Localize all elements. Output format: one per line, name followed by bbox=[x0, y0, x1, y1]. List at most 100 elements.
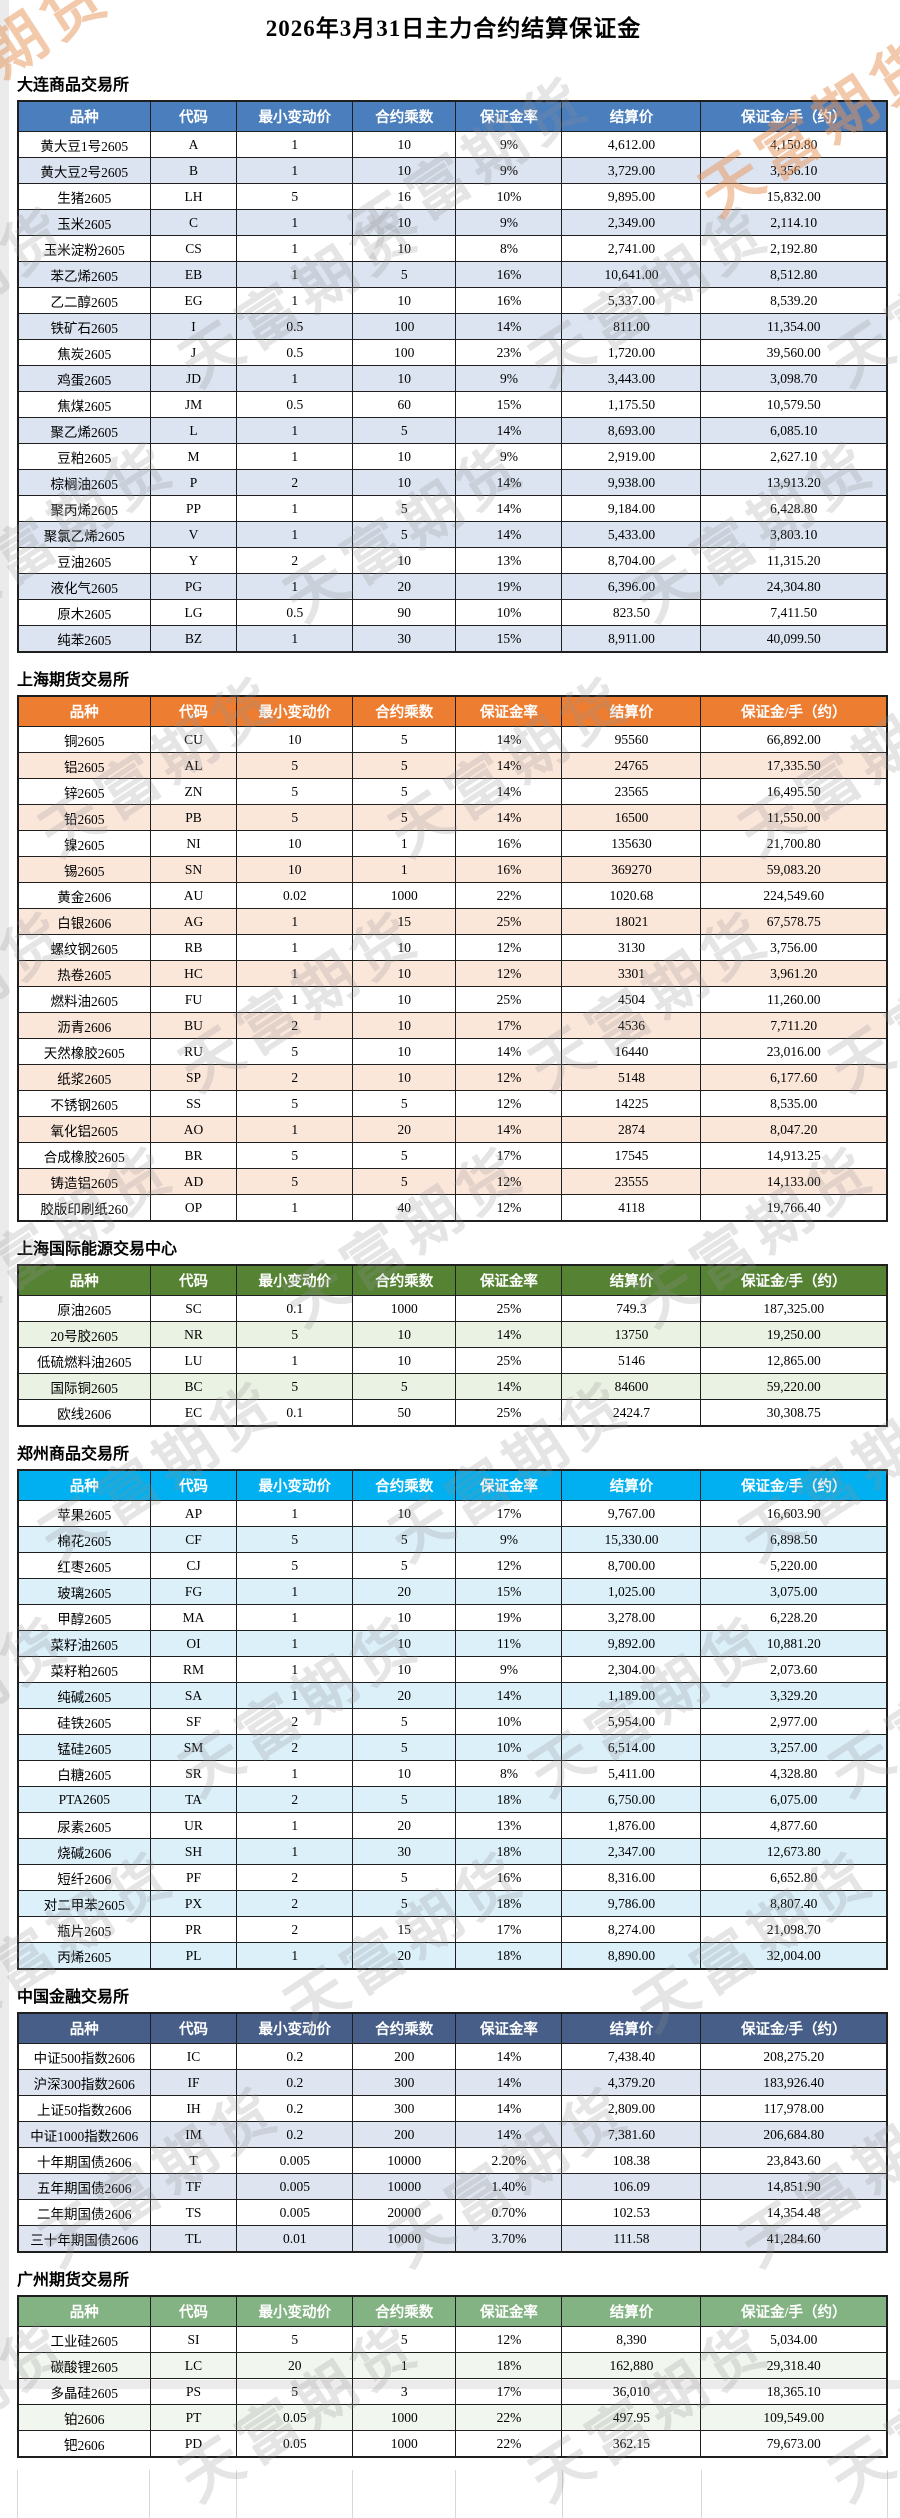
cell-variety: 燃料油2605 bbox=[17, 986, 151, 1013]
cell-min_tick: 1 bbox=[236, 1578, 354, 1605]
cell-variety: 甲醇2605 bbox=[17, 1604, 151, 1631]
column-header-margin_rate: 保证金率 bbox=[455, 695, 563, 727]
cell-variety: 菜籽油2605 bbox=[17, 1630, 151, 1657]
cell-margin_rate: 25% bbox=[455, 1399, 563, 1427]
cell-code: PR bbox=[149, 1916, 238, 1943]
cell-variety: 工业硅2605 bbox=[17, 2326, 151, 2353]
cell-margin_rate: 10% bbox=[455, 1708, 563, 1735]
cell-multiplier: 10 bbox=[352, 1656, 457, 1683]
cell-code: IM bbox=[149, 2121, 238, 2148]
cell-multiplier: 16 bbox=[352, 183, 457, 210]
cell-settlement_price: 14225 bbox=[561, 1090, 702, 1117]
cell-variety: 液化气2605 bbox=[17, 573, 151, 600]
cell-code: C bbox=[149, 209, 238, 236]
cell-code: PP bbox=[149, 495, 238, 522]
table-row: 棕榈油2605 P 2 10 14% 9,938.00 13,913.20 bbox=[17, 469, 888, 496]
cell-margin_per_lot: 13,913.20 bbox=[700, 469, 888, 496]
cell-variety: 镍2605 bbox=[17, 830, 151, 857]
column-header-min_tick: 最小变动价 bbox=[236, 695, 354, 727]
cell-multiplier: 1 bbox=[352, 830, 457, 857]
cell-settlement_price: 9,895.00 bbox=[561, 183, 702, 210]
cell-min_tick: 1 bbox=[236, 1942, 354, 1970]
cell-multiplier: 5 bbox=[352, 1864, 457, 1891]
cell-margin_per_lot: 183,926.40 bbox=[700, 2069, 888, 2096]
cell-margin_per_lot: 21,098.70 bbox=[700, 1916, 888, 1943]
cell-code: PG bbox=[149, 573, 238, 600]
cell-multiplier: 10 bbox=[352, 1604, 457, 1631]
cell-variety: 苹果2605 bbox=[17, 1500, 151, 1527]
cell-multiplier: 10 bbox=[352, 287, 457, 314]
table-row: 铁矿石2605 I 0.5 100 14% 811.00 11,354.00 bbox=[17, 313, 888, 340]
cell-multiplier: 300 bbox=[352, 2095, 457, 2122]
cell-margin_rate: 16% bbox=[455, 856, 563, 883]
cell-min_tick: 5 bbox=[236, 183, 354, 210]
cell-margin_per_lot: 10,579.50 bbox=[700, 391, 888, 418]
sheet-content: 2026年3月31日主力合约结算保证金 大连商品交易所 品种 代码 最小变动价 合约乘… bbox=[9, 0, 898, 2518]
cell-multiplier: 50 bbox=[352, 1399, 457, 1427]
cell-settlement_price: 8,704.00 bbox=[561, 547, 702, 574]
column-header-settlement_price: 结算价 bbox=[561, 2295, 702, 2327]
cell-min_tick: 20 bbox=[236, 2352, 354, 2379]
cell-margin_rate: 17% bbox=[455, 2378, 563, 2405]
cell-multiplier: 10 bbox=[352, 131, 457, 158]
column-header-variety: 品种 bbox=[17, 2012, 151, 2044]
table-row: 瓶片2605 PR 2 15 17% 8,274.00 21,098.70 bbox=[17, 1916, 888, 1943]
cell-margin_rate: 12% bbox=[455, 960, 563, 987]
cell-code: TF bbox=[149, 2173, 238, 2200]
column-header-margin_per_lot: 保证金/手（约） bbox=[700, 2295, 888, 2327]
cell-min_tick: 0.005 bbox=[236, 2173, 354, 2200]
cell-margin_rate: 9% bbox=[455, 443, 563, 470]
cell-margin_rate: 22% bbox=[455, 2430, 563, 2458]
cell-margin_per_lot: 24,304.80 bbox=[700, 573, 888, 600]
cell-margin_per_lot: 59,083.20 bbox=[700, 856, 888, 883]
table-row: 硅铁2605 SF 2 5 10% 5,954.00 2,977.00 bbox=[17, 1708, 888, 1735]
cell-variety: 玉米淀粉2605 bbox=[17, 235, 151, 262]
cell-settlement_price: 9,892.00 bbox=[561, 1630, 702, 1657]
cell-margin_per_lot: 2,073.60 bbox=[700, 1656, 888, 1683]
cell-multiplier: 100 bbox=[352, 313, 457, 340]
table-row: 生猪2605 LH 5 16 10% 9,895.00 15,832.00 bbox=[17, 183, 888, 210]
cell-min_tick: 1 bbox=[236, 521, 354, 548]
cell-multiplier: 5 bbox=[352, 1890, 457, 1917]
cell-margin_per_lot: 3,961.20 bbox=[700, 960, 888, 987]
cell-min_tick: 1 bbox=[236, 573, 354, 600]
cell-variety: 棕榈油2605 bbox=[17, 469, 151, 496]
table-row: 玉米淀粉2605 CS 1 10 8% 2,741.00 2,192.80 bbox=[17, 235, 888, 262]
cell-code: AU bbox=[149, 882, 238, 909]
empty-cell bbox=[149, 2470, 238, 2518]
cell-variety: 原油2605 bbox=[17, 1295, 151, 1322]
cell-margin_per_lot: 29,318.40 bbox=[700, 2352, 888, 2379]
cell-settlement_price: 9,938.00 bbox=[561, 469, 702, 496]
cell-code: JD bbox=[149, 365, 238, 392]
cell-margin_rate: 2.20% bbox=[455, 2147, 563, 2174]
cell-min_tick: 10 bbox=[236, 856, 354, 883]
cell-multiplier: 5 bbox=[352, 778, 457, 805]
cell-code: CU bbox=[149, 726, 238, 753]
cell-code: PX bbox=[149, 1890, 238, 1917]
cell-settlement_price: 1,876.00 bbox=[561, 1812, 702, 1839]
cell-multiplier: 100 bbox=[352, 339, 457, 366]
cell-code: SC bbox=[149, 1295, 238, 1322]
cell-margin_per_lot: 8,047.20 bbox=[700, 1116, 888, 1143]
cell-min_tick: 2 bbox=[236, 1890, 354, 1917]
cell-margin_rate: 12% bbox=[455, 1064, 563, 1091]
cell-settlement_price: 13750 bbox=[561, 1321, 702, 1348]
cell-settlement_price: 8,390 bbox=[561, 2326, 702, 2353]
table-row: 纯碱2605 SA 1 20 14% 1,189.00 3,329.20 bbox=[17, 1682, 888, 1709]
exchange-section: 上海期货交易所 品种 代码 最小变动价 合约乘数 保证金率 结算价 保证金/手（约） 铜26… bbox=[17, 665, 888, 1222]
cell-settlement_price: 5,337.00 bbox=[561, 287, 702, 314]
cell-margin_rate: 25% bbox=[455, 1347, 563, 1374]
table-row: 纯苯2605 BZ 1 30 15% 8,911.00 40,099.50 bbox=[17, 625, 888, 653]
cell-margin_rate: 25% bbox=[455, 1295, 563, 1322]
cell-settlement_price: 3130 bbox=[561, 934, 702, 961]
cell-margin_per_lot: 5,034.00 bbox=[700, 2326, 888, 2353]
cell-settlement_price: 6,514.00 bbox=[561, 1734, 702, 1761]
cell-settlement_price: 1020.68 bbox=[561, 882, 702, 909]
cell-multiplier: 5 bbox=[352, 1526, 457, 1553]
cell-margin_per_lot: 208,275.20 bbox=[700, 2043, 888, 2070]
cell-code: SR bbox=[149, 1760, 238, 1787]
cell-min_tick: 2 bbox=[236, 1864, 354, 1891]
cell-margin_per_lot: 6,228.20 bbox=[700, 1604, 888, 1631]
table-row: 棉花2605 CF 5 5 9% 15,330.00 6,898.50 bbox=[17, 1526, 888, 1553]
cell-settlement_price: 5148 bbox=[561, 1064, 702, 1091]
